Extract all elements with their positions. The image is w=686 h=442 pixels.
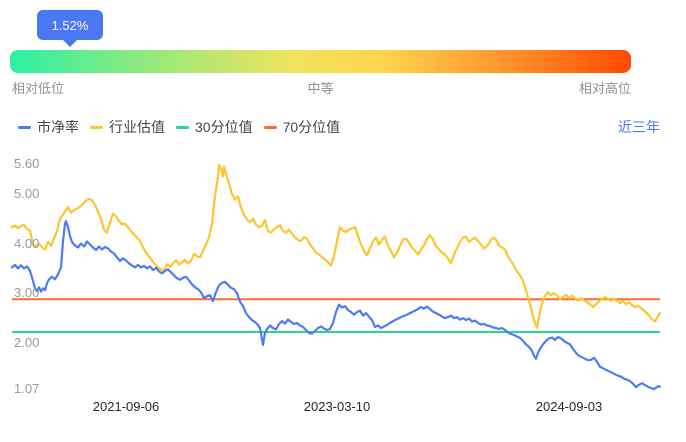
x-axis-tick: 2024-09-03 bbox=[535, 399, 603, 414]
gauge-label-low: 相对低位 bbox=[12, 81, 65, 96]
legend-item-30th-percentile[interactable]: 30分位值 bbox=[176, 117, 253, 137]
legend-item-pb-ratio[interactable]: 市净率 bbox=[18, 117, 79, 137]
valuation-chart[interactable]: 5.60 5.00 4.00 3.00 2.00 1.07 2021-09-06… bbox=[0, 150, 686, 442]
gauge-labels: 相对低位 中等 相对高位 bbox=[10, 78, 631, 96]
pb-ratio-dash-icon bbox=[18, 125, 31, 129]
time-range-link[interactable]: 近三年 bbox=[618, 119, 660, 135]
y-axis-tick: 5.00 bbox=[14, 186, 40, 201]
y-axis-tick: 3.00 bbox=[14, 285, 40, 300]
y-axis-tick: 1.07 bbox=[14, 381, 40, 396]
legend-item-label: 70分位值 bbox=[282, 119, 341, 135]
legend-item-label: 30分位值 bbox=[195, 119, 253, 135]
y-axis-tick: 5.60 bbox=[14, 156, 40, 171]
x-axis-tick: 2021-09-06 bbox=[92, 399, 160, 414]
x-axis-tick: 2023-03-10 bbox=[303, 399, 371, 414]
pb-ratio-line bbox=[10, 220, 662, 391]
y-axis-tick: 4.00 bbox=[14, 236, 40, 251]
percentile-tooltip: 1.52% bbox=[37, 10, 103, 40]
legend-item-label: 市净率 bbox=[37, 119, 79, 135]
legend-item-industry-valuation[interactable]: 行业估值 bbox=[90, 117, 165, 137]
legend-item-label: 行业估值 bbox=[109, 119, 165, 135]
chart-legend: 市净率 行业估值 30分位值 70分位值 bbox=[18, 117, 340, 137]
percentile-value: 1.52% bbox=[51, 17, 89, 33]
percentile70-dash-icon bbox=[263, 125, 277, 129]
industry-valuation-dash-icon bbox=[90, 125, 103, 129]
legend-item-70th-percentile[interactable]: 70分位值 bbox=[263, 117, 341, 137]
industry-valuation-line bbox=[10, 163, 662, 330]
valuation-gauge-bar bbox=[10, 50, 631, 73]
y-axis-tick: 2.00 bbox=[14, 335, 40, 350]
gauge-label-mid: 中等 bbox=[307, 81, 334, 96]
percentile30-dash-icon bbox=[176, 125, 189, 129]
chart-plot[interactable] bbox=[0, 150, 686, 442]
gauge-label-high: 相对高位 bbox=[578, 81, 631, 96]
